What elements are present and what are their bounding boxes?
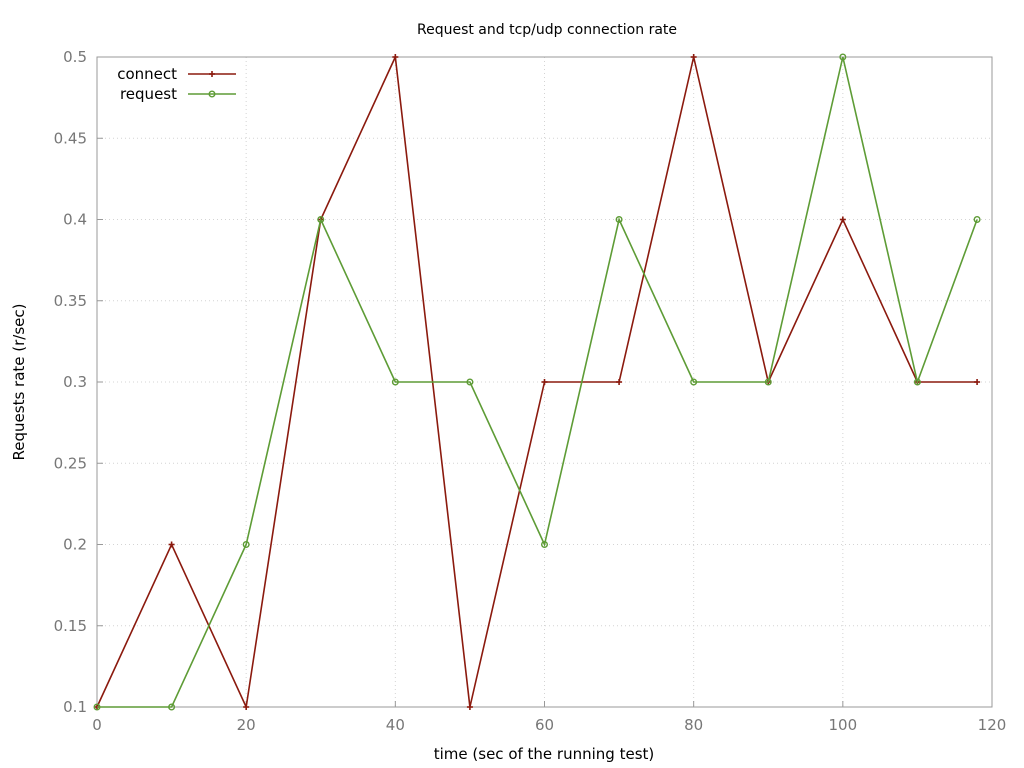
data-point-request bbox=[690, 378, 698, 386]
data-point-connect bbox=[168, 541, 175, 548]
data-point-connect bbox=[541, 379, 548, 385]
y-axis-ticks: 0.1 0.15 0.2 0.25 0.3 0.35 0.4 0.45 0.5 bbox=[54, 48, 103, 716]
legend-label: connect bbox=[117, 65, 177, 83]
x-axis-ticks: 0 20 40 60 80 100 120 bbox=[92, 701, 1006, 734]
data-point-request bbox=[317, 215, 325, 223]
y-tick-label: 0.3 bbox=[63, 373, 87, 391]
data-point-connect bbox=[616, 379, 623, 385]
data-point-request bbox=[973, 215, 981, 223]
series-group bbox=[93, 53, 981, 711]
y-tick-label: 0.2 bbox=[63, 536, 87, 554]
series-request bbox=[93, 53, 981, 711]
chart-title: Request and tcp/udp connection rate bbox=[417, 22, 677, 38]
y-tick-label: 0.25 bbox=[54, 454, 87, 472]
data-point-connect bbox=[839, 216, 846, 223]
x-tick-label: 120 bbox=[978, 716, 1007, 734]
data-point-request bbox=[168, 703, 176, 711]
x-tick-label: 0 bbox=[92, 716, 102, 734]
data-point-request bbox=[764, 378, 772, 386]
data-point-request bbox=[913, 378, 921, 386]
y-tick-label: 0.1 bbox=[63, 698, 87, 716]
legend-marker bbox=[208, 90, 216, 98]
legend-marker bbox=[209, 71, 215, 77]
series-line-request bbox=[97, 56, 978, 708]
y-tick-label: 0.45 bbox=[54, 129, 87, 147]
data-point-request bbox=[615, 215, 623, 223]
x-axis-label: time (sec of the running test) bbox=[434, 745, 655, 763]
y-tick-label: 0.15 bbox=[54, 617, 87, 635]
y-tick-label: 0.5 bbox=[63, 48, 87, 66]
data-point-request bbox=[541, 541, 549, 549]
x-tick-label: 40 bbox=[386, 716, 405, 734]
legend-item-request: request bbox=[120, 85, 236, 103]
data-point-connect bbox=[974, 379, 981, 385]
data-point-connect bbox=[392, 54, 399, 60]
y-axis-label: Requests rate (r/sec) bbox=[10, 304, 28, 461]
x-tick-label: 60 bbox=[535, 716, 554, 734]
x-tick-label: 100 bbox=[829, 716, 858, 734]
data-point-request bbox=[93, 703, 101, 711]
legend-item-connect: connect bbox=[117, 65, 236, 83]
y-tick-label: 0.4 bbox=[63, 211, 87, 229]
data-point-request bbox=[242, 541, 250, 549]
y-tick-label: 0.35 bbox=[54, 292, 87, 310]
legend: connect request bbox=[117, 65, 236, 103]
data-point-request bbox=[391, 378, 399, 386]
data-point-request bbox=[839, 53, 847, 61]
x-tick-label: 80 bbox=[684, 716, 703, 734]
data-point-connect bbox=[243, 704, 250, 710]
data-point-connect bbox=[690, 54, 697, 60]
data-point-connect bbox=[466, 704, 473, 710]
x-tick-label: 20 bbox=[237, 716, 256, 734]
data-point-request bbox=[466, 378, 474, 386]
legend-label: request bbox=[120, 85, 177, 103]
